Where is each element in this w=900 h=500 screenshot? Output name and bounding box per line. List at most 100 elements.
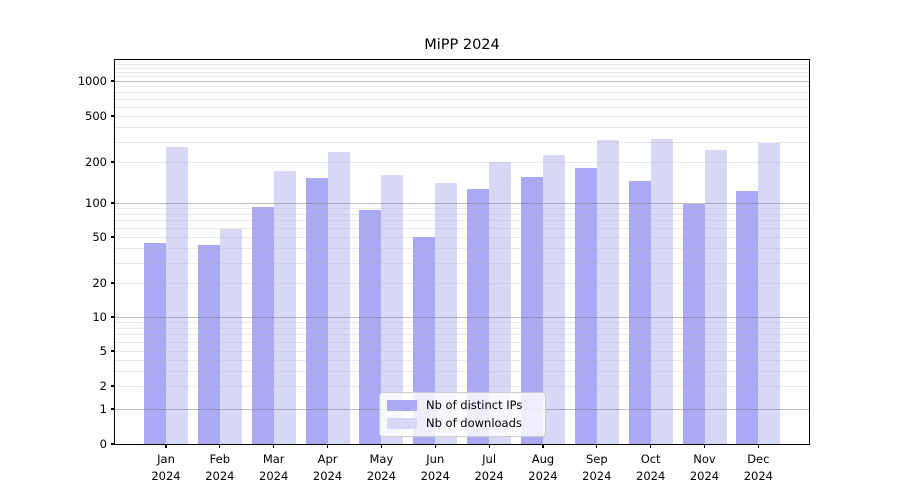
y-tick-1 — [111, 408, 115, 410]
minor-gridline-400 — [115, 127, 809, 129]
y-tick-2 — [111, 385, 115, 387]
bar-nb-of-downloads-jul-2024 — [489, 162, 512, 444]
bar-nb-of-downloads-apr-2024 — [327, 152, 350, 444]
major-gridline-10 — [115, 317, 809, 318]
minor-gridline-9 — [115, 322, 809, 324]
minor-gridline-70 — [115, 220, 809, 222]
bar-nb-of-downloads-sep-2024 — [596, 140, 619, 444]
x-tick-label-oct-2024: Oct 2024 — [636, 452, 666, 483]
bar-nb-of-downloads-dec-2024 — [758, 143, 781, 444]
minor-gridline-300 — [115, 141, 809, 143]
y-tick-1000 — [111, 80, 115, 82]
minor-gridline-1100 — [115, 76, 809, 78]
x-tick-sep-2024 — [596, 444, 598, 448]
y-tick-5 — [111, 350, 115, 352]
minor-gridline-40 — [115, 248, 809, 250]
bar-nb-of-downloads-aug-2024 — [542, 154, 565, 444]
x-tick-mar-2024 — [273, 444, 275, 448]
bar-nb-of-downloads-feb-2024 — [219, 228, 242, 444]
bar-nb-of-downloads-may-2024 — [381, 174, 404, 444]
minor-gridline-60 — [115, 228, 809, 230]
x-tick-oct-2024 — [650, 444, 652, 448]
x-tick-jun-2024 — [434, 444, 436, 448]
x-tick-label-may-2024: May 2024 — [366, 452, 397, 483]
bar-nb-of-distinct-ips-nov-2024 — [682, 204, 705, 444]
x-tick-jul-2024 — [488, 444, 490, 448]
y-tick-label-200: 200 — [85, 155, 107, 169]
minor-gridline-7 — [115, 334, 809, 336]
bar-nb-of-downloads-nov-2024 — [704, 150, 727, 444]
y-tick-200 — [111, 161, 115, 163]
legend-swatch-downloads — [387, 418, 417, 429]
bar-nb-of-downloads-oct-2024 — [650, 139, 673, 444]
x-tick-label-nov-2024: Nov 2024 — [689, 452, 720, 483]
y-tick-label-1: 1 — [99, 402, 107, 416]
x-tick-dec-2024 — [757, 444, 759, 448]
x-tick-label-mar-2024: Mar 2024 — [259, 452, 289, 483]
y-tick-20 — [111, 282, 115, 284]
major-gridline-1000 — [115, 81, 809, 82]
x-tick-aug-2024 — [542, 444, 544, 448]
y-tick-label-10: 10 — [92, 310, 107, 324]
y-tick-100 — [111, 202, 115, 204]
minor-gridline-90 — [115, 208, 809, 210]
minor-gridline-1300 — [115, 67, 809, 69]
minor-gridline-600 — [115, 106, 809, 108]
bar-nb-of-distinct-ips-dec-2024 — [736, 191, 759, 444]
minor-gridline-4 — [115, 359, 809, 361]
bar-nb-of-distinct-ips-oct-2024 — [628, 180, 651, 444]
bar-nb-of-distinct-ips-mar-2024 — [251, 207, 274, 444]
x-tick-label-jan-2024: Jan 2024 — [151, 452, 181, 483]
legend: Nb of distinct IPs Nb of downloads — [379, 392, 546, 437]
x-tick-label-feb-2024: Feb 2024 — [205, 452, 235, 483]
y-tick-500 — [111, 115, 115, 117]
bar-nb-of-downloads-jun-2024 — [435, 183, 458, 444]
y-tick-0 — [111, 443, 115, 445]
minor-gridline-800 — [115, 92, 809, 94]
x-tick-apr-2024 — [326, 444, 329, 448]
x-tick-nov-2024 — [703, 444, 706, 448]
minor-gridline-20 — [115, 283, 809, 284]
x-tick-may-2024 — [380, 444, 382, 448]
y-tick-label-0: 0 — [99, 437, 107, 451]
minor-gridline-1200 — [115, 71, 809, 73]
major-gridline-100 — [115, 203, 809, 204]
chart-title: MiPP 2024 — [424, 37, 500, 53]
x-tick-label-sep-2024: Sep 2024 — [582, 452, 612, 483]
bar-nb-of-downloads-mar-2024 — [273, 170, 296, 444]
y-tick-50 — [111, 236, 115, 238]
minor-gridline-6 — [115, 342, 809, 344]
y-tick-label-2: 2 — [99, 379, 107, 393]
bar-nb-of-downloads-jan-2024 — [166, 146, 188, 444]
y-tick-label-500: 500 — [85, 109, 107, 123]
y-tick-label-5: 5 — [99, 344, 107, 358]
x-tick-label-dec-2024: Dec 2024 — [743, 452, 773, 483]
legend-label-distinct-ips: Nb of distinct IPs — [426, 398, 523, 412]
minor-gridline-1400 — [115, 64, 809, 65]
bar-nb-of-distinct-ips-may-2024 — [359, 210, 382, 444]
minor-gridline-2 — [115, 386, 809, 387]
bar-nb-of-distinct-ips-sep-2024 — [574, 167, 597, 444]
legend-label-downloads: Nb of downloads — [426, 416, 522, 430]
bar-nb-of-distinct-ips-apr-2024 — [305, 177, 328, 444]
plot-area — [115, 60, 809, 444]
x-tick-label-apr-2024: Apr 2024 — [312, 452, 343, 483]
bar-nb-of-distinct-ips-jul-2024 — [467, 189, 490, 444]
minor-gridline-200 — [115, 162, 809, 163]
minor-gridline-900 — [115, 86, 809, 88]
minor-gridline-700 — [115, 99, 809, 100]
bar-nb-of-distinct-ips-aug-2024 — [520, 177, 543, 444]
x-tick-jan-2024 — [165, 444, 167, 448]
y-tick-label-100: 100 — [85, 196, 107, 210]
x-tick-label-jul-2024: Jul 2024 — [474, 452, 504, 483]
y-tick-label-1000: 1000 — [77, 74, 107, 88]
minor-gridline-30 — [115, 262, 809, 264]
minor-gridline-8 — [115, 327, 809, 329]
x-tick-label-jun-2024: Jun 2024 — [420, 452, 450, 483]
minor-gridline-3 — [115, 370, 809, 372]
minor-gridline-5 — [115, 351, 809, 352]
legend-swatch-distinct-ips — [387, 400, 417, 411]
x-tick-feb-2024 — [219, 444, 221, 448]
bar-nb-of-distinct-ips-jan-2024 — [144, 243, 166, 444]
